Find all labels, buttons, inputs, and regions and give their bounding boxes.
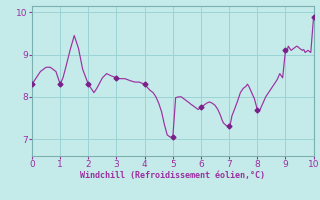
X-axis label: Windchill (Refroidissement éolien,°C): Windchill (Refroidissement éolien,°C) xyxy=(80,171,265,180)
